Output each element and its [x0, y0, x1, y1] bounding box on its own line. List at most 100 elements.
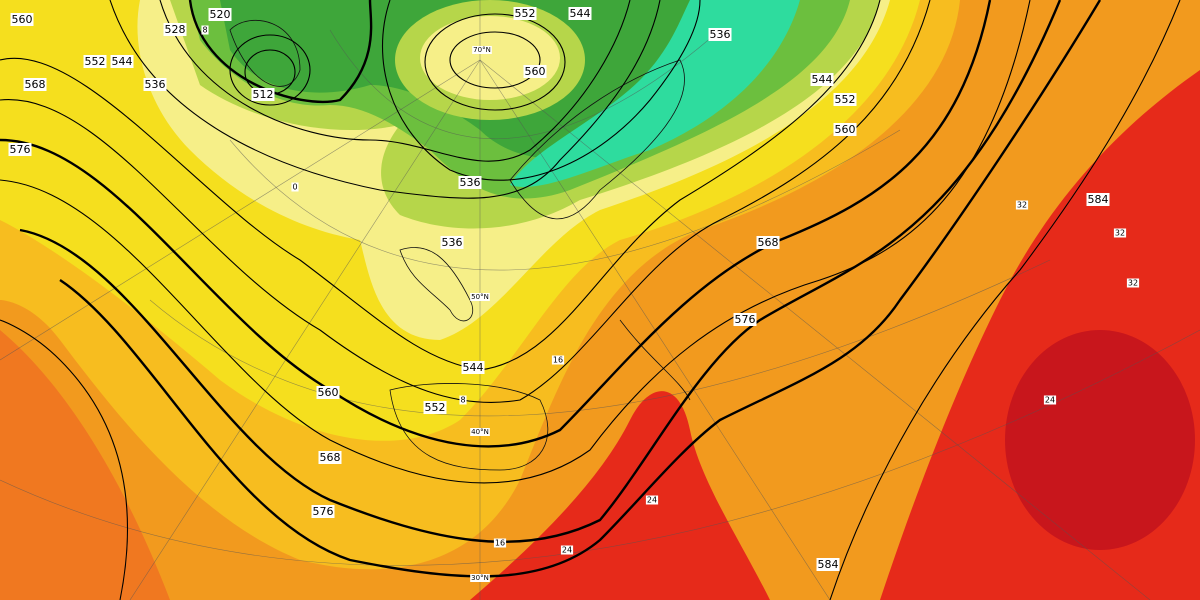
meridian: [0, 59, 481, 361]
latitude-line: [149, 259, 1051, 417]
isotherm-label-bg: [1126, 278, 1140, 288]
contour-label-bg: [143, 78, 167, 91]
latitude-label: 70°N: [473, 46, 491, 54]
meridian: [129, 59, 481, 600]
isotherm-label-bg: [1043, 395, 1057, 405]
latitude-label: 30°N: [471, 574, 489, 582]
latitude-line: [229, 129, 901, 271]
contour-label: 576: [735, 313, 756, 326]
contour-label: 568: [320, 451, 341, 464]
contour-label: 512: [253, 88, 274, 101]
contour-label: 552: [835, 93, 856, 106]
contour-label: 536: [442, 236, 463, 249]
contour-label-bg: [423, 401, 447, 414]
contour-label: 536: [710, 28, 731, 41]
contour: [0, 0, 931, 403]
contour: [19, 0, 1062, 543]
contour-label-bg: [833, 93, 857, 106]
contour: [0, 319, 129, 600]
contour: [188, 0, 373, 104]
contour-label-bg: [10, 13, 34, 26]
contour-label-bg: [163, 23, 187, 36]
contour: [229, 34, 311, 106]
latitude-label: 50°N: [471, 293, 489, 301]
latitude-label-bg: [470, 293, 490, 301]
isotherm-label: 32: [1017, 201, 1027, 210]
contour-label-bg: [461, 361, 485, 374]
contour-label: 576: [10, 143, 31, 156]
contour-label-bg: [833, 123, 857, 136]
latitude-line: [329, 29, 721, 140]
contour-label: 544: [812, 73, 833, 86]
contour-label: 584: [818, 558, 839, 571]
contour-label: 576: [313, 505, 334, 518]
contour-label-bg: [810, 73, 834, 86]
contour-label-bg: [110, 55, 134, 68]
contour-label-bg: [816, 558, 840, 571]
coastline: [229, 19, 301, 87]
contour-label: 544: [112, 55, 133, 68]
isotherm-label-bg: [551, 355, 565, 365]
latitude-label-bg: [470, 428, 490, 436]
isotherm-label-bg: [1015, 200, 1029, 210]
coastline: [509, 59, 685, 220]
contour: [109, 0, 661, 199]
contour-label: 520: [210, 8, 231, 21]
contour-label: 568: [758, 236, 779, 249]
isotherm-label: 16: [495, 539, 505, 548]
coastline: [389, 383, 549, 471]
isotherm-label: 8: [202, 26, 207, 35]
contour-label-bg: [208, 8, 232, 21]
contour: [829, 0, 1181, 600]
contour-label-bg: [8, 143, 32, 156]
meridian: [479, 59, 1151, 600]
contour: [0, 0, 992, 448]
contour-label-bg: [316, 386, 340, 399]
contour-label-bg: [458, 176, 482, 189]
isotherm-label: 8: [460, 396, 465, 405]
isotherm-label: 16: [553, 356, 563, 365]
latitude-label-bg: [470, 574, 490, 582]
coastline: [399, 247, 474, 322]
contour: [381, 0, 701, 181]
contour-label: 560: [12, 13, 33, 26]
contour-label: 536: [145, 78, 166, 91]
field-high: [420, 16, 560, 100]
contour-label-bg: [83, 55, 107, 68]
isotherm-label: 24: [562, 546, 572, 555]
contour-label: 552: [515, 7, 536, 20]
contour-label-bg: [513, 7, 537, 20]
isotherm-label-bg: [645, 495, 659, 505]
isotherm-label-bg: [1113, 228, 1127, 238]
contour: [59, 0, 1102, 578]
latitude-label: 40°N: [471, 428, 489, 436]
contour: [424, 13, 566, 111]
isotherm-label-bg: [201, 25, 209, 35]
isotherm-label-bg: [291, 182, 299, 192]
contour-label-bg: [568, 7, 592, 20]
contour-label: 552: [85, 55, 106, 68]
contour-label-bg: [251, 88, 275, 101]
contour-label: 544: [570, 7, 591, 20]
contour-label: 544: [463, 361, 484, 374]
contour-label: 552: [425, 401, 446, 414]
coastlines: [229, 19, 691, 471]
contour-label-bg: [1086, 193, 1110, 206]
isotherm-label: 0: [292, 183, 297, 192]
isotherm-label-bg: [493, 538, 507, 548]
contour-label-bg: [523, 65, 547, 78]
contour-label-bg: [318, 451, 342, 464]
latitude-line: [0, 329, 1200, 566]
contour: [159, 0, 631, 162]
contour: [449, 31, 541, 89]
isotherm-label: 24: [1045, 396, 1055, 405]
contour-label: 560: [835, 123, 856, 136]
contour-label-bg: [733, 313, 757, 326]
contour-label: 560: [318, 386, 339, 399]
contour-label: 536: [460, 176, 481, 189]
contour-label-bg: [440, 236, 464, 249]
